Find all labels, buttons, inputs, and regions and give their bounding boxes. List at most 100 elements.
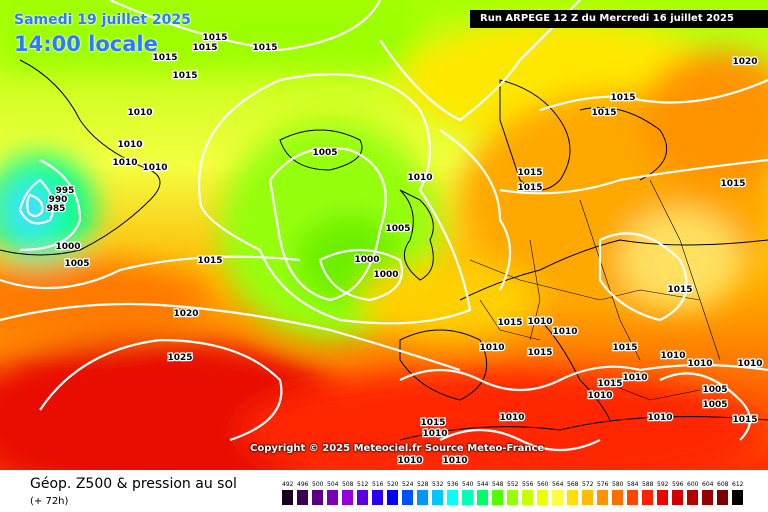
scale-step: 508 <box>342 479 353 507</box>
isobar-value-label: 1015 <box>591 108 616 118</box>
scale-swatch <box>402 490 413 505</box>
scale-swatch <box>417 490 428 505</box>
scale-swatch <box>372 490 383 505</box>
scale-step: 600 <box>687 479 698 507</box>
scale-label: 516 <box>372 481 384 488</box>
forecast-date: Samedi 19 juillet 2025 <box>14 12 191 28</box>
scale-swatch <box>612 490 623 505</box>
isobar-value-label: 1010 <box>660 351 685 361</box>
scale-swatch <box>477 490 488 505</box>
scale-step: 608 <box>717 479 728 507</box>
map-footer: Géop. Z500 & pression au sol (+ 72h) <box>0 470 768 512</box>
scale-label: 568 <box>567 481 579 488</box>
scale-step: 596 <box>672 479 683 507</box>
isobar-value-label: 1015 <box>497 318 522 328</box>
isobar-value-label: 1000 <box>55 242 80 252</box>
scale-label: 548 <box>492 481 504 488</box>
scale-step: 548 <box>492 479 503 507</box>
model-run-banner: Run ARPEGE 12 Z du Mercredi 16 juillet 2… <box>470 10 768 28</box>
isobar-value-label: 1015 <box>527 348 552 358</box>
scale-label: 600 <box>687 481 699 488</box>
isobar-value-label: 1015 <box>720 179 745 189</box>
scale-label: 520 <box>387 481 399 488</box>
scale-label: 564 <box>552 481 564 488</box>
scale-swatch <box>507 490 518 505</box>
scale-label: 512 <box>357 481 369 488</box>
scale-label: 612 <box>732 481 744 488</box>
scale-step: 524 <box>402 479 413 507</box>
scale-swatch <box>522 490 533 505</box>
isobar-value-label: 1010 <box>499 413 524 423</box>
scale-swatch <box>447 490 458 505</box>
isobar-value-label: 1025 <box>167 353 192 363</box>
isobar-value-label: 1010 <box>112 158 137 168</box>
scale-label: 508 <box>342 481 354 488</box>
isobar-value-label: 1010 <box>647 413 672 423</box>
scale-step: 564 <box>552 479 563 507</box>
scale-swatch <box>672 490 683 505</box>
scale-label: 576 <box>597 481 609 488</box>
isobar-value-label: 1010 <box>479 343 504 353</box>
scale-step: 588 <box>642 479 653 507</box>
isobar-value-label: 1005 <box>385 224 410 234</box>
scale-step: 612 <box>732 479 743 507</box>
local-time: 14:00 locale <box>14 32 158 56</box>
scale-swatch <box>327 490 338 505</box>
scale-step: 560 <box>537 479 548 507</box>
scale-step: 592 <box>657 479 668 507</box>
isobar-value-label: 1005 <box>64 259 89 269</box>
scale-swatch <box>702 490 713 505</box>
isobar-value-label: 1000 <box>373 270 398 280</box>
scale-swatch <box>567 490 578 505</box>
scale-swatch <box>297 490 308 505</box>
isobar-value-label: 1010 <box>117 140 142 150</box>
coastlines <box>0 59 768 441</box>
scale-label: 580 <box>612 481 624 488</box>
scale-label: 504 <box>327 481 339 488</box>
isobar-value-label: 1005 <box>702 385 727 395</box>
copyright-notice: Copyright © 2025 Meteociel.fr Source Met… <box>250 443 545 454</box>
scale-step: 568 <box>567 479 578 507</box>
isobar-value-label: 1015 <box>732 415 757 425</box>
scale-step: 532 <box>432 479 443 507</box>
scale-label: 544 <box>477 481 489 488</box>
isobar-value-label: 1015 <box>597 379 622 389</box>
scale-swatch <box>537 490 548 505</box>
scale-swatch <box>657 490 668 505</box>
scale-label: 528 <box>417 481 429 488</box>
forecast-lead: (+ 72h) <box>30 496 69 507</box>
country-borders <box>469 179 721 401</box>
scale-swatch <box>627 490 638 505</box>
scale-label: 532 <box>432 481 444 488</box>
scale-label: 604 <box>702 481 714 488</box>
scale-label: 596 <box>672 481 684 488</box>
geopotential-color-scale: 492 496 500 504 508 512 516 520 524 528 532 536 540 5… <box>282 479 754 507</box>
isobar-value-label: 990 <box>49 195 68 205</box>
isobar-value-label: 1010 <box>442 456 467 466</box>
isobar-value-label: 1010 <box>142 163 167 173</box>
isobar-value-label: 1010 <box>397 456 422 466</box>
scale-swatch <box>312 490 323 505</box>
scale-step: 500 <box>312 479 323 507</box>
isobars <box>0 0 768 450</box>
isobar-value-label: 1015 <box>610 93 635 103</box>
scale-swatch <box>357 490 368 505</box>
scale-label: 608 <box>717 481 729 488</box>
scale-swatch <box>717 490 728 505</box>
isobar-value-label: 1000 <box>354 255 379 265</box>
scale-step: 516 <box>372 479 383 507</box>
scale-swatch <box>687 490 698 505</box>
scale-step: 504 <box>327 479 338 507</box>
scale-label: 560 <box>537 481 549 488</box>
scale-step: 492 <box>282 479 293 507</box>
scale-swatch <box>642 490 653 505</box>
isobar-value-label: 1015 <box>192 43 217 53</box>
scale-label: 540 <box>462 481 474 488</box>
scale-label: 500 <box>312 481 324 488</box>
isobar-value-label: 1010 <box>422 429 447 439</box>
scale-swatch <box>342 490 353 505</box>
isobar-value-label: 1015 <box>152 53 177 63</box>
